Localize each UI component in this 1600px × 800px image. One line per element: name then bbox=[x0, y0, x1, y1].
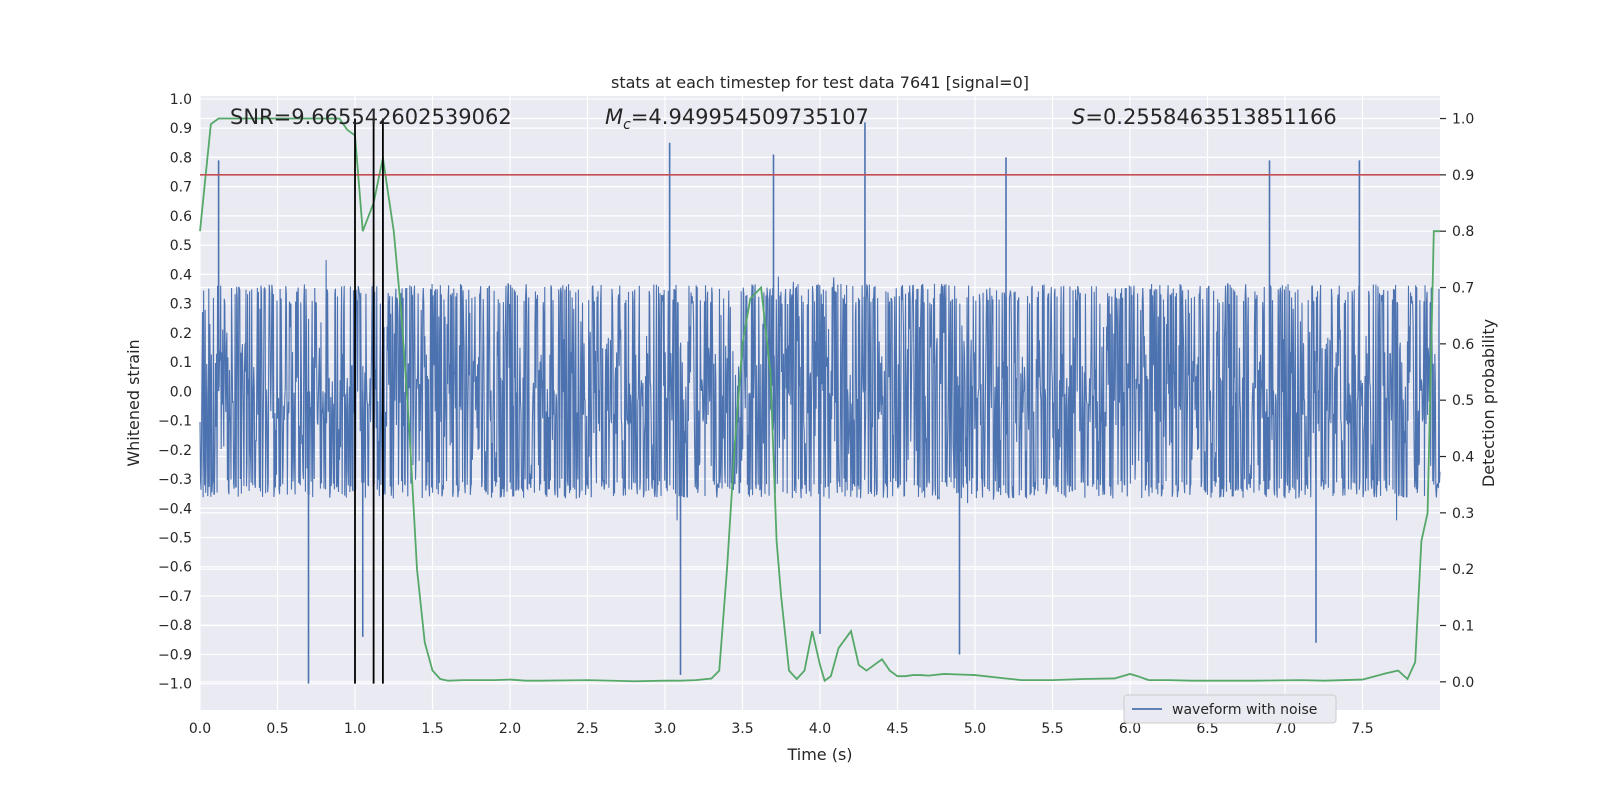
y-left-tick-label-11: −0.1 bbox=[158, 414, 192, 430]
y-right-tick-label-8: 0.2 bbox=[1452, 562, 1474, 578]
y-right-tick-label-6: 0.4 bbox=[1452, 450, 1474, 466]
waveform-series bbox=[199, 122, 1441, 684]
x-tick-label-10: 5.0 bbox=[964, 721, 986, 737]
x-tick-label-11: 5.5 bbox=[1041, 721, 1063, 737]
x-tick-label-13: 6.5 bbox=[1196, 721, 1218, 737]
s-value: =0.2558463513851166 bbox=[1085, 105, 1336, 129]
snr-annotation: SNR=9.665542602539062 bbox=[230, 105, 512, 129]
y-axis-label-left: Whitened strain bbox=[124, 339, 143, 466]
probability-series bbox=[199, 117, 1440, 683]
s-annotation: S=0.2558463513851166 bbox=[1072, 105, 1337, 129]
x-tick-label-14: 7.0 bbox=[1274, 721, 1296, 737]
y-left-tick-label-5: 0.5 bbox=[170, 238, 192, 254]
x-tick-label-15: 7.5 bbox=[1351, 721, 1373, 737]
y-left-tick-label-19: −0.9 bbox=[158, 647, 192, 663]
y-left-tick-label-14: −0.4 bbox=[158, 501, 192, 517]
y-left-tick-label-16: −0.6 bbox=[158, 560, 192, 576]
y-right-tick-label-9: 0.1 bbox=[1452, 619, 1474, 635]
y-axis-label-right: Detection probability bbox=[1479, 319, 1498, 487]
s-symbol: S bbox=[1072, 105, 1085, 129]
x-tick-label-4: 2.0 bbox=[499, 721, 521, 737]
y-left-tick-label-0: 1.0 bbox=[170, 92, 192, 108]
y-right-tick-label-2: 0.8 bbox=[1452, 224, 1474, 240]
x-tick-label-2: 1.0 bbox=[344, 721, 366, 737]
y-left-tick-label-1: 0.9 bbox=[170, 121, 192, 137]
y-right-tick-label-3: 0.7 bbox=[1452, 281, 1474, 297]
y-left-tick-label-18: −0.8 bbox=[158, 618, 192, 634]
x-axis-label: Time (s) bbox=[786, 745, 852, 764]
legend-label: waveform with noise bbox=[1172, 702, 1317, 718]
chirp-mass-subscript: c bbox=[623, 117, 631, 133]
y-left-tick-label-20: −1.0 bbox=[158, 677, 192, 693]
y-right-tick-labels: 1.0 0.9 0.8 0.7 0.6 0.5 0.4 0.3 0.2 0.1 0.0 bbox=[1440, 112, 1474, 691]
x-tick-label-7: 3.5 bbox=[731, 721, 753, 737]
x-tick-label-5: 2.5 bbox=[576, 721, 598, 737]
chart-title: stats at each timestep for test data 764… bbox=[611, 73, 1029, 92]
x-tick-label-12: 6.0 bbox=[1119, 721, 1141, 737]
y-left-tick-label-4: 0.6 bbox=[170, 209, 192, 225]
y-left-tick-label-2: 0.8 bbox=[170, 150, 192, 166]
y-left-tick-label-17: −0.7 bbox=[158, 589, 192, 605]
vertical-markers bbox=[354, 118, 384, 684]
x-tick-label-6: 3.0 bbox=[654, 721, 676, 737]
y-left-tick-label-6: 0.4 bbox=[170, 267, 192, 283]
y-left-tick-label-3: 0.7 bbox=[170, 180, 192, 196]
detection-probability-line bbox=[199, 117, 1440, 683]
y-left-tick-label-8: 0.2 bbox=[170, 326, 192, 342]
y-left-tick-label-13: −0.3 bbox=[158, 472, 192, 488]
y-left-tick-label-10: 0.0 bbox=[170, 384, 192, 400]
chirp-mass-value: =4.949954509735107 bbox=[631, 105, 869, 129]
x-tick-label-9: 4.5 bbox=[886, 721, 908, 737]
x-tick-label-8: 4.0 bbox=[809, 721, 831, 737]
y-right-tick-label-7: 0.3 bbox=[1452, 506, 1474, 522]
y-left-tick-label-7: 0.3 bbox=[170, 297, 192, 313]
y-left-tick-labels: 1.0 0.9 0.8 0.7 0.6 0.5 0.4 0.3 0.2 0.1 0.0 −0.1 −0.… bbox=[158, 92, 192, 693]
x-tick-label-0: 0.0 bbox=[189, 721, 211, 737]
waveform-line bbox=[199, 260, 1441, 521]
x-tick-label-3: 1.5 bbox=[421, 721, 443, 737]
y-right-tick-label-10: 0.0 bbox=[1452, 675, 1474, 691]
chirp-mass-symbol: M bbox=[605, 105, 623, 129]
legend: waveform with noise bbox=[1123, 694, 1337, 724]
y-right-tick-label-1: 0.9 bbox=[1452, 168, 1474, 184]
x-tick-labels: 0.0 0.5 1.0 1.5 2.0 2.5 3.0 3.5 4.0 4.5 5.0 5.5 6.0 6… bbox=[189, 721, 1374, 737]
y-right-tick-label-4: 0.6 bbox=[1452, 337, 1474, 353]
chirp-mass-annotation: Mc=4.949954509735107 bbox=[605, 105, 869, 133]
x-tick-label-1: 0.5 bbox=[266, 721, 288, 737]
legend-box bbox=[1123, 694, 1337, 724]
y-right-tick-label-0: 1.0 bbox=[1452, 112, 1474, 128]
y-right-tick-label-5: 0.5 bbox=[1452, 393, 1474, 409]
y-left-tick-label-15: −0.5 bbox=[158, 530, 192, 546]
y-left-tick-label-12: −0.2 bbox=[158, 443, 192, 459]
y-left-tick-label-9: 0.1 bbox=[170, 355, 192, 371]
